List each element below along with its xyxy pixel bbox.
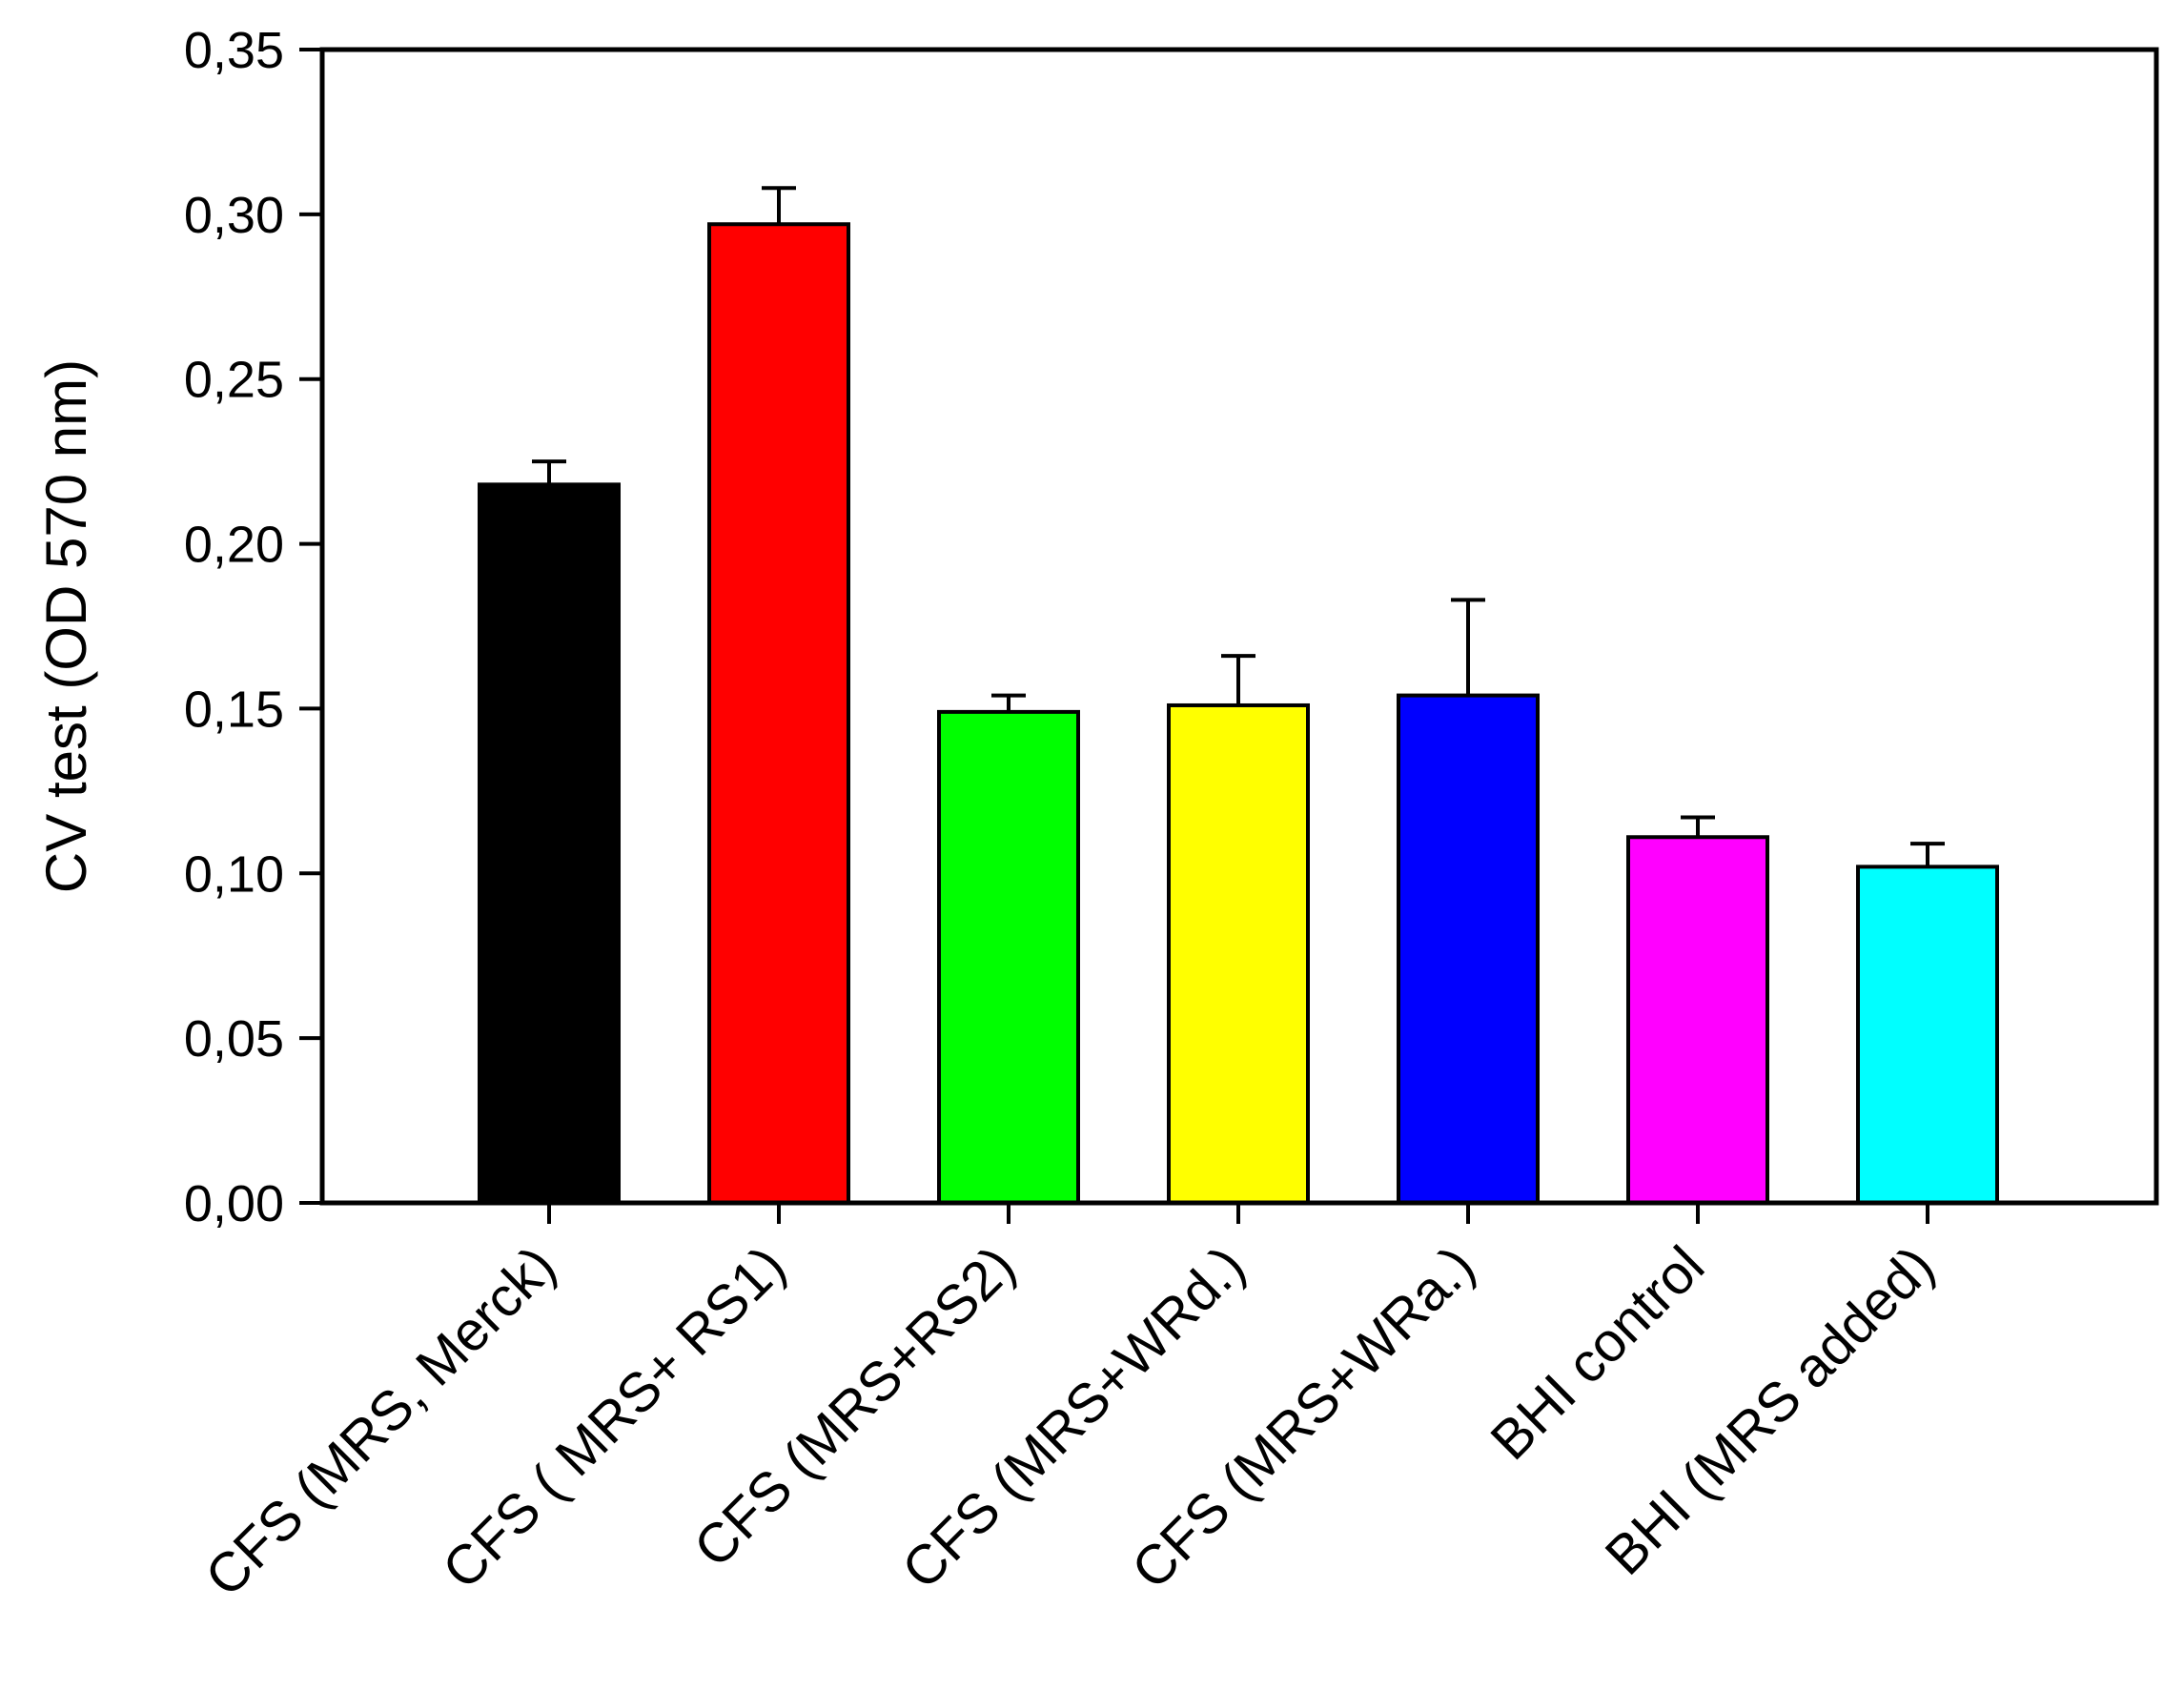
x-axis: CFS (MRS, Merck)CFS ( MRS+ RS1)CFS (MRS+… — [194, 1203, 1946, 1608]
y-tick-label: 0,05 — [184, 1010, 284, 1068]
y-tick-label: 0,30 — [184, 187, 284, 244]
bar-3 — [937, 709, 1080, 1205]
y-tick-label: 0,20 — [184, 517, 284, 574]
y-axis-label: CV test (OD 570 nm) — [34, 359, 98, 893]
y-tick-label: 0,00 — [184, 1175, 284, 1232]
bars-group — [478, 222, 1999, 1206]
y-tick-label: 0,35 — [184, 22, 284, 79]
x-tick-label: BHI control — [1479, 1234, 1716, 1472]
error-bars-group — [532, 186, 1945, 867]
bar-4 — [1167, 702, 1310, 1205]
bar-7 — [1856, 865, 1999, 1205]
y-tick-label: 0,15 — [184, 681, 284, 738]
y-tick-label: 0,10 — [184, 845, 284, 903]
y-tick-label: 0,25 — [184, 352, 284, 409]
bar-6 — [1626, 835, 1769, 1205]
bar-2 — [707, 222, 850, 1206]
bar-5 — [1397, 693, 1540, 1205]
y-axis: 0,00 0,05 0,10 0,15 0,20 0,25 0,30 0,35 — [184, 22, 322, 1232]
bar-1 — [478, 482, 621, 1206]
